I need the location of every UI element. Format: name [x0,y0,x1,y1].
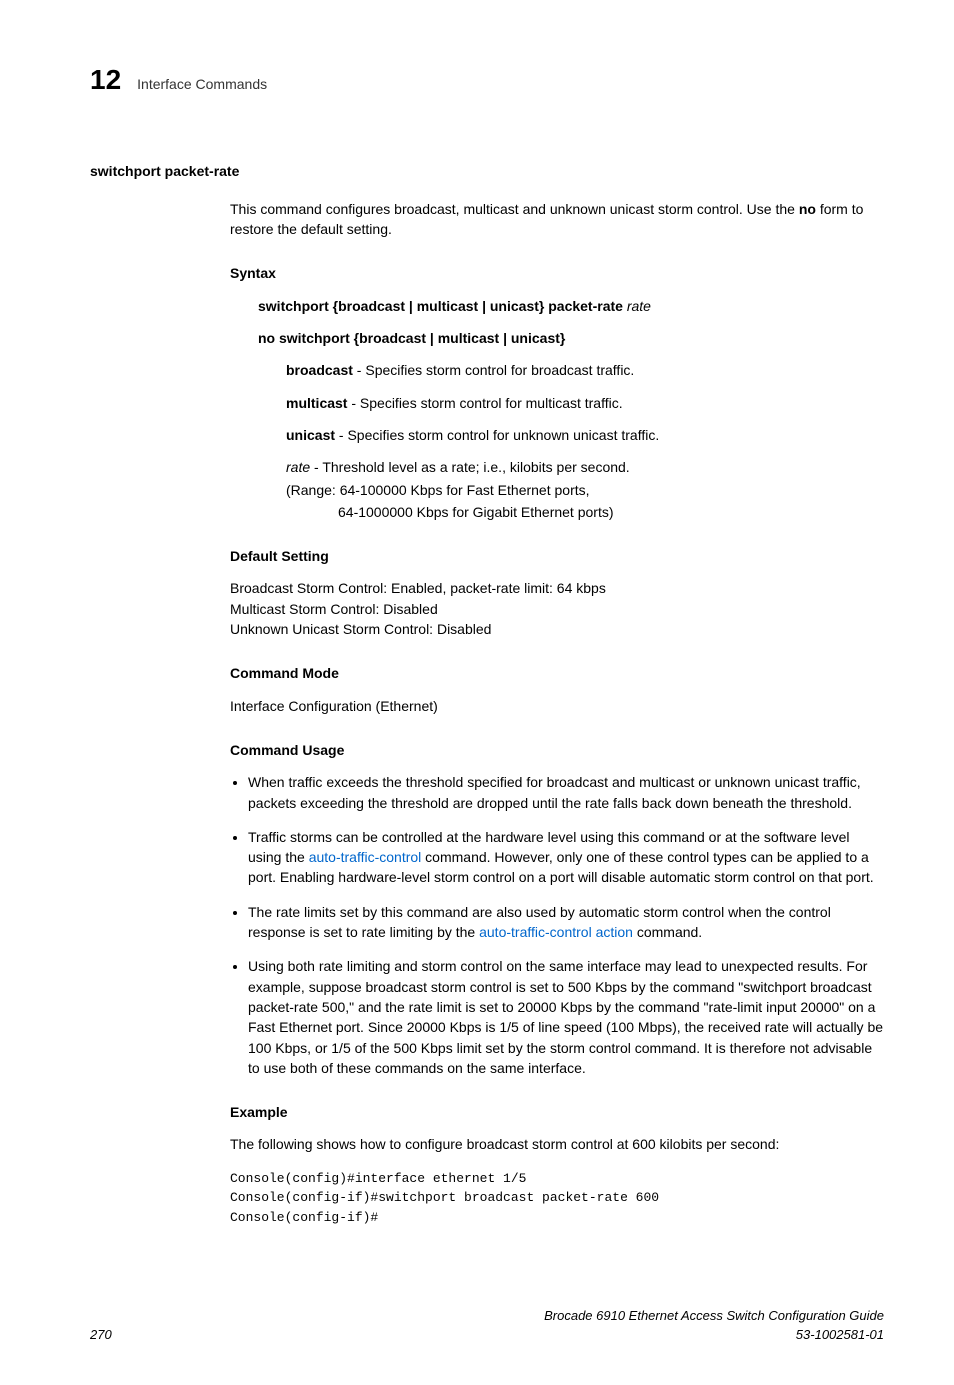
mode-heading: Command Mode [230,663,884,683]
intro-text-before: This command configures broadcast, multi… [230,201,799,217]
example-intro: The following shows how to configure bro… [230,1134,884,1154]
section-title: switchport packet-rate [90,161,884,181]
default-l2: Multicast Storm Control: Disabled [230,599,884,619]
broadcast-label: broadcast [286,362,353,378]
default-l3: Unknown Unicast Storm Control: Disabled [230,619,884,639]
footer-title: Brocade 6910 Ethernet Access Switch Conf… [544,1307,884,1326]
rate-label: rate [286,459,310,475]
footer-doc: 53-1002581-01 [544,1326,884,1345]
syntax-line-1: switchport {broadcast | multicast | unic… [258,296,884,316]
example-code: Console(config)#interface ethernet 1/5 C… [230,1169,884,1228]
param-multicast: multicast - Specifies storm control for … [286,393,884,413]
intro-no: no [799,201,816,217]
page-number: 270 [90,1326,112,1345]
chapter-title: Interface Commands [137,74,267,94]
syntax-line-2: no switchport {broadcast | multicast | u… [258,328,884,348]
multicast-label: multicast [286,395,347,411]
page-header: 12 Interface Commands [90,60,884,101]
param-rate-l1: rate - Threshold level as a rate; i.e., … [286,457,884,477]
syntax-cmd-1: switchport {broadcast | multicast | unic… [258,298,627,314]
usage-b3-post: command. [633,924,702,940]
default-heading: Default Setting [230,546,884,566]
unicast-text: - Specifies storm control for unknown un… [335,427,659,443]
usage-heading: Command Usage [230,740,884,760]
chapter-number: 12 [90,60,121,101]
param-rate-l2: (Range: 64-100000 Kbps for Fast Ethernet… [286,480,884,500]
multicast-text: - Specifies storm control for multicast … [347,395,622,411]
usage-item-3: The rate limits set by this command are … [248,902,884,943]
param-unicast: unicast - Specifies storm control for un… [286,425,884,445]
page-footer: 270 Brocade 6910 Ethernet Access Switch … [90,1307,884,1345]
syntax-heading: Syntax [230,263,884,283]
mode-text: Interface Configuration (Ethernet) [230,696,884,716]
auto-traffic-control-action-link[interactable]: auto-traffic-control action [479,924,633,940]
default-l1: Broadcast Storm Control: Enabled, packet… [230,578,884,598]
content-block: This command configures broadcast, multi… [230,199,884,1227]
intro-paragraph: This command configures broadcast, multi… [230,199,884,240]
rate-text-l1: - Threshold level as a rate; i.e., kilob… [310,459,630,475]
param-rate-l3: 64-1000000 Kbps for Gigabit Ethernet por… [338,502,884,522]
broadcast-text: - Specifies storm control for broadcast … [353,362,634,378]
auto-traffic-control-link[interactable]: auto-traffic-control [309,849,422,865]
usage-item-1: When traffic exceeds the threshold speci… [248,772,884,813]
syntax-rate-param: rate [627,298,651,314]
example-heading: Example [230,1102,884,1122]
usage-list: When traffic exceeds the threshold speci… [230,772,884,1078]
usage-item-4: Using both rate limiting and storm contr… [248,956,884,1078]
param-broadcast: broadcast - Specifies storm control for … [286,360,884,380]
usage-item-2: Traffic storms can be controlled at the … [248,827,884,888]
unicast-label: unicast [286,427,335,443]
